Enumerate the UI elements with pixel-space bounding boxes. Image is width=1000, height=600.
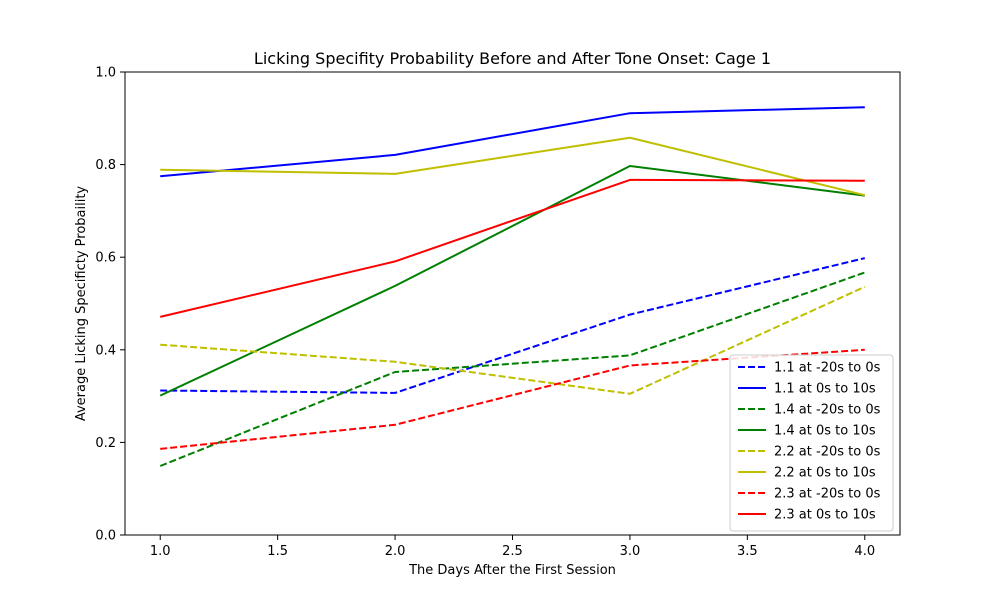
series-line-1: [160, 257, 866, 394]
legend-label: 2.3 at -20s to 0s: [774, 487, 881, 502]
x-axis: 1.0 1.5 2.0 2.5 3.0 3.5 4.0: [150, 535, 875, 559]
legend-label: 2.3 at 0s to 10s: [774, 508, 876, 523]
x-tick-label: 3.0: [620, 544, 641, 559]
chart-title: Licking Specifity Probability Before and…: [254, 49, 771, 68]
y-tick-label: 0.8: [95, 158, 116, 173]
legend-label: 2.2 at -20s to 0s: [774, 445, 881, 460]
x-tick-label: 1.0: [150, 544, 171, 559]
series-line-5: [160, 285, 866, 395]
x-tick-label: 3.5: [737, 544, 758, 559]
x-axis-title: The Days After the First Session: [408, 563, 616, 578]
legend-label: 1.4 at -20s to 0s: [774, 403, 881, 418]
legend-label: 1.4 at 0s to 10s: [774, 424, 876, 439]
legend-label: 1.1 at -20s to 0s: [774, 361, 881, 376]
plot-frame-outline: [124, 71, 901, 536]
x-tick-label: 2.0: [385, 544, 406, 559]
legend-box: [729, 354, 894, 532]
y-tick-label: 0.6: [95, 251, 116, 266]
series-line-2: [160, 106, 865, 178]
y-axis-title: Average Licking Specificty Probaility: [74, 186, 89, 422]
y-tick-label: 0.0: [95, 529, 116, 544]
y-tick-label: 0.2: [95, 436, 116, 451]
legend-label: 1.1 at 0s to 10s: [774, 382, 876, 397]
x-tick-label: 2.5: [502, 544, 523, 559]
x-tick-label: 4.0: [854, 544, 875, 559]
y-axis: 0.0 0.2 0.4 0.6 0.8 1.0: [95, 66, 125, 544]
x-tick-label: 1.5: [267, 544, 288, 559]
series-line-8: [159, 178, 865, 318]
series-line-6: [160, 136, 866, 197]
legend-label: 2.2 at 0s to 10s: [774, 466, 876, 481]
series-line-3: [159, 271, 866, 467]
y-tick-label: 0.4: [95, 343, 116, 358]
y-tick-label: 1.0: [95, 66, 116, 81]
legend: 1.1 at -20s to 0s 1.1 at 0s to 10s 1.4 at …: [729, 354, 894, 532]
